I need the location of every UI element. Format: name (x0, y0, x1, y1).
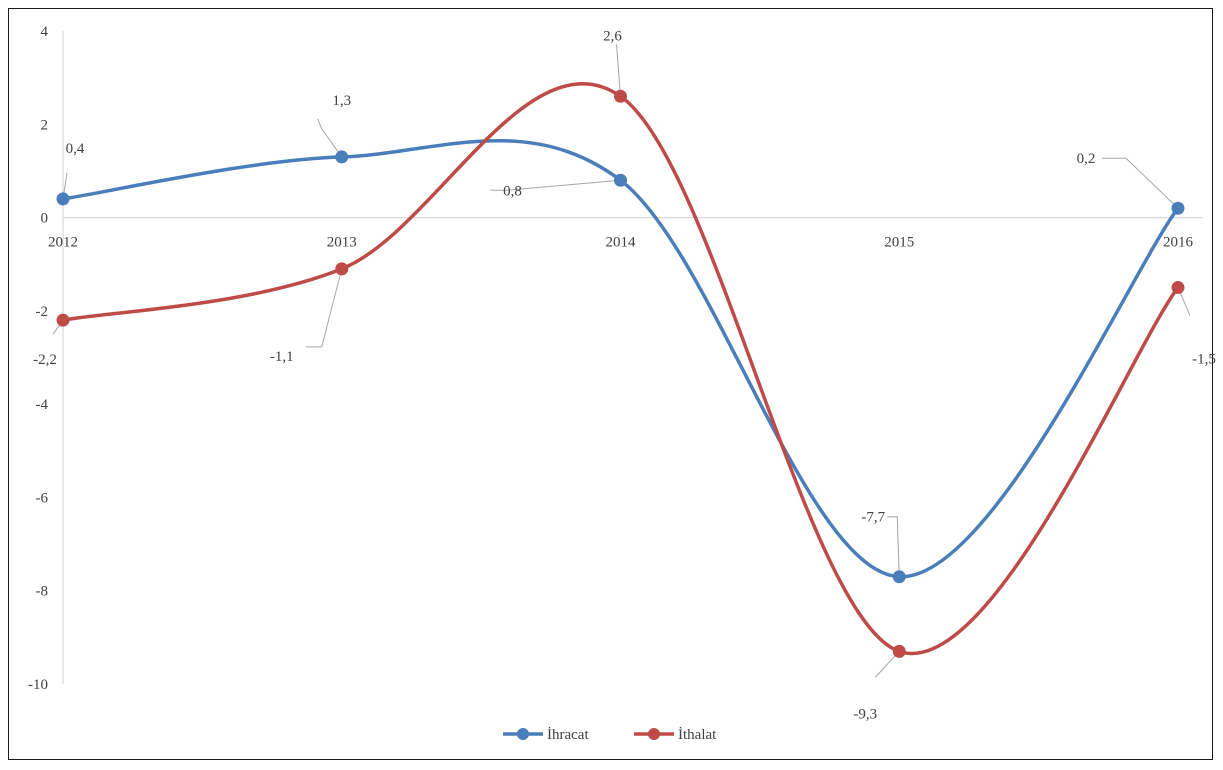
y-tick-label: 0 (41, 211, 49, 227)
leader-line (305, 268, 343, 348)
data-label: 1,3 (332, 93, 351, 109)
data-point (614, 173, 627, 187)
data-point (335, 262, 349, 276)
data-label: -9,3 (853, 706, 877, 722)
x-tick-label: 2015 (884, 235, 914, 251)
x-tick-label: 2012 (48, 235, 78, 251)
data-label: 2,6 (603, 28, 622, 44)
data-point (892, 644, 906, 658)
leader-line (616, 44, 621, 97)
series-lines (61, 82, 1180, 656)
y-tick-label: 2 (41, 117, 49, 133)
data-label: -1,1 (270, 349, 294, 365)
data-label: 0,2 (1077, 151, 1096, 167)
y-tick-labels: 4 2 0 -2 -4 -6 -8 -10 (28, 24, 49, 693)
data-label: 0,8 (503, 183, 522, 199)
legend-item: İhracat (503, 727, 589, 743)
data-label: -7,7 (861, 510, 885, 526)
legend-label: İthalat (678, 727, 717, 743)
data-label: -2,2 (33, 352, 57, 368)
x-tick-labels: 2012 2013 2014 2015 2016 (48, 235, 1194, 251)
chart-frame (8, 8, 1213, 760)
legend: İhracat İthalat (503, 727, 717, 743)
leader-line (887, 516, 900, 577)
data-labels: 0,4 1,3 0,8 -7,7 0,2 -2,2 -1,1 2,6 -9,3 -1,5 (33, 28, 1216, 722)
y-tick-label: -8 (36, 584, 49, 600)
y-tick-label: -10 (28, 677, 48, 693)
series-line (61, 138, 1180, 579)
data-point (56, 313, 70, 327)
leader-line (317, 118, 343, 158)
data-point (335, 150, 349, 164)
data-point (1171, 201, 1185, 215)
leader-line (490, 179, 621, 191)
x-tick-label: 2014 (606, 235, 637, 251)
data-point (892, 570, 906, 584)
y-tick-label: -2 (36, 304, 49, 320)
leader-line (1102, 157, 1179, 209)
data-point (1171, 281, 1185, 295)
x-tick-label: 2016 (1163, 235, 1194, 251)
data-point (56, 192, 70, 206)
y-tick-label: -4 (36, 397, 49, 413)
x-tick-label: 2013 (327, 235, 357, 251)
data-label: -1,5 (1192, 352, 1216, 368)
legend-item: İthalat (634, 727, 717, 743)
y-tick-label: -6 (36, 490, 49, 506)
y-tick-label: 4 (41, 24, 49, 40)
legend-swatch-marker (648, 728, 660, 740)
series-line (61, 82, 1180, 656)
data-label: 0,4 (66, 141, 85, 157)
legend-swatch-marker (517, 728, 529, 740)
data-point (614, 89, 627, 103)
series-points (56, 89, 1185, 658)
legend-label: İhracat (547, 727, 589, 743)
data-label-leaders (52, 44, 1191, 678)
